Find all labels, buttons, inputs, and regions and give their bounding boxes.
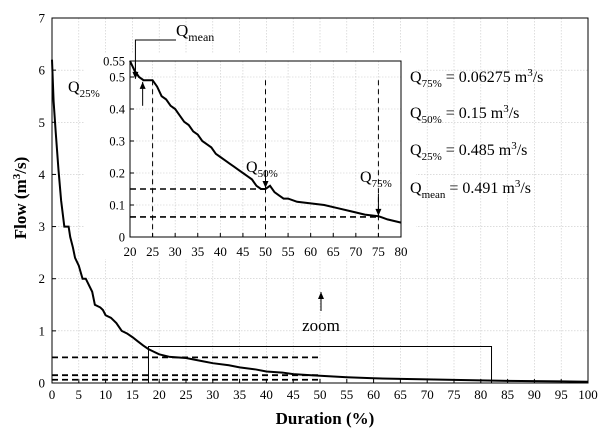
main-x-tick-label: 30 bbox=[206, 387, 219, 402]
annotation-arrows bbox=[132, 39, 382, 311]
main-y-tick-label: 5 bbox=[39, 115, 46, 130]
main-x-tick-label: 25 bbox=[180, 387, 193, 402]
inset-x-tick-label: 70 bbox=[349, 244, 362, 259]
inset-x-tick-label: 50 bbox=[259, 244, 272, 259]
main-x-tick-label: 35 bbox=[233, 387, 246, 402]
main-x-tick-label: 20 bbox=[153, 387, 166, 402]
main-x-tick-label: 0 bbox=[49, 387, 56, 402]
main-x-tick-label: 90 bbox=[528, 387, 541, 402]
main-y-tick-label: 7 bbox=[39, 11, 46, 26]
main-y-tick-label: 6 bbox=[39, 63, 46, 78]
x-axis-label: Duration (%) bbox=[276, 409, 375, 428]
inset-x-tick-label: 75 bbox=[372, 244, 385, 259]
main-x-tick-label: 45 bbox=[287, 387, 300, 402]
y-axis-label: Flow (m3/s) bbox=[11, 157, 30, 239]
inset-x-tick-label: 30 bbox=[169, 244, 182, 259]
inset-y-tick-label: 0.5 bbox=[109, 71, 125, 85]
main-x-tick-label: 65 bbox=[394, 387, 407, 402]
inset-y-ticks: 0 0.1 0.2 0.3 0.4 0.5 0.55 bbox=[103, 55, 134, 245]
annotation-arrow bbox=[132, 61, 139, 79]
inset-y-tick-label: 0 bbox=[119, 231, 125, 245]
main-y-tick-label: 2 bbox=[39, 271, 46, 286]
annotation-arrow bbox=[139, 81, 146, 106]
main-x-tick-label: 100 bbox=[578, 387, 598, 402]
main-y-tick-label: 0 bbox=[39, 376, 46, 391]
main-x-tick-label: 80 bbox=[474, 387, 487, 402]
legend-value-line: Q50% = 0.15 m3/s bbox=[410, 103, 519, 126]
q-mean-leader bbox=[134, 39, 176, 70]
annotation-arrow bbox=[262, 175, 269, 188]
zoom-label: zoom bbox=[302, 316, 340, 335]
annotation-arrow bbox=[318, 292, 324, 311]
inset-plot: 20 25 30 35 40 45 50 55 60 65 70 75 80 0 0.1 0.2 0.3 0.4… bbox=[85, 53, 416, 259]
main-x-tick-label: 40 bbox=[260, 387, 273, 402]
legend-value-line: Qmean = 0.491 m3/s bbox=[410, 178, 531, 201]
inset-flow-curve bbox=[129, 60, 402, 224]
inset-x-tick-label: 45 bbox=[236, 244, 249, 259]
inset-y-tick-label: 0.3 bbox=[109, 135, 125, 149]
main-x-tick-label: 5 bbox=[76, 387, 83, 402]
q25-label: Q25% bbox=[68, 79, 100, 100]
main-x-tick-label: 15 bbox=[126, 387, 139, 402]
inset-y-tick-label: 0.2 bbox=[109, 167, 125, 181]
inset-x-tick-label: 35 bbox=[191, 244, 204, 259]
legend-value-line: Q25% = 0.485 m3/s bbox=[410, 140, 527, 163]
inset-series bbox=[129, 60, 402, 224]
inset-x-tick-label: 40 bbox=[214, 244, 227, 259]
main-x-tick-label: 50 bbox=[314, 387, 327, 402]
main-x-tick-label: 60 bbox=[367, 387, 380, 402]
main-x-tick-label: 70 bbox=[421, 387, 434, 402]
main-y-tick-label: 1 bbox=[39, 323, 46, 338]
inset-x-tick-label: 65 bbox=[327, 244, 340, 259]
inset-y-tick-label: 0.55 bbox=[103, 55, 125, 69]
q50-label: Q50% bbox=[246, 159, 278, 180]
main-x-tick-label: 95 bbox=[555, 387, 568, 402]
annotation-arrow bbox=[375, 193, 382, 216]
main-y-ticks: 0 1 2 3 4 5 6 7 bbox=[39, 11, 56, 391]
main-y-tick-label: 3 bbox=[39, 219, 46, 234]
main-x-tick-label: 10 bbox=[99, 387, 112, 402]
main-x-tick-label: 75 bbox=[448, 387, 461, 402]
main-x-ticks: 0 5 10 15 20 25 30 35 40 45 50 55 60 65 70 75 80 85 90 95 10… bbox=[49, 379, 598, 402]
main-x-tick-label: 85 bbox=[501, 387, 514, 402]
main-flow-curve bbox=[51, 59, 589, 383]
inset-x-tick-label: 60 bbox=[304, 244, 317, 259]
main-x-tick-label: 55 bbox=[340, 387, 353, 402]
inset-y-tick-label: 0.1 bbox=[109, 199, 125, 213]
main-y-tick-label: 4 bbox=[39, 167, 46, 182]
inset-x-ticks: 20 25 30 35 40 45 50 55 60 65 70 75 80 bbox=[124, 233, 408, 259]
inset-x-tick-label: 25 bbox=[146, 244, 159, 259]
inset-y-tick-label: 0.4 bbox=[109, 103, 125, 117]
inset-x-tick-label: 55 bbox=[282, 244, 295, 259]
inset-x-tick-label: 80 bbox=[395, 244, 408, 259]
legend-values: Q75% = 0.06275 m3/s Q50% = 0.15 m3/s Q25% … bbox=[410, 67, 543, 201]
q-mean-label: Qmean bbox=[176, 21, 214, 44]
legend-value-line: Q75% = 0.06275 m3/s bbox=[410, 67, 543, 90]
inset-x-tick-label: 20 bbox=[124, 244, 137, 259]
q75-label: Q75% bbox=[360, 169, 392, 190]
main-series bbox=[51, 59, 589, 383]
inset-background bbox=[85, 53, 416, 259]
